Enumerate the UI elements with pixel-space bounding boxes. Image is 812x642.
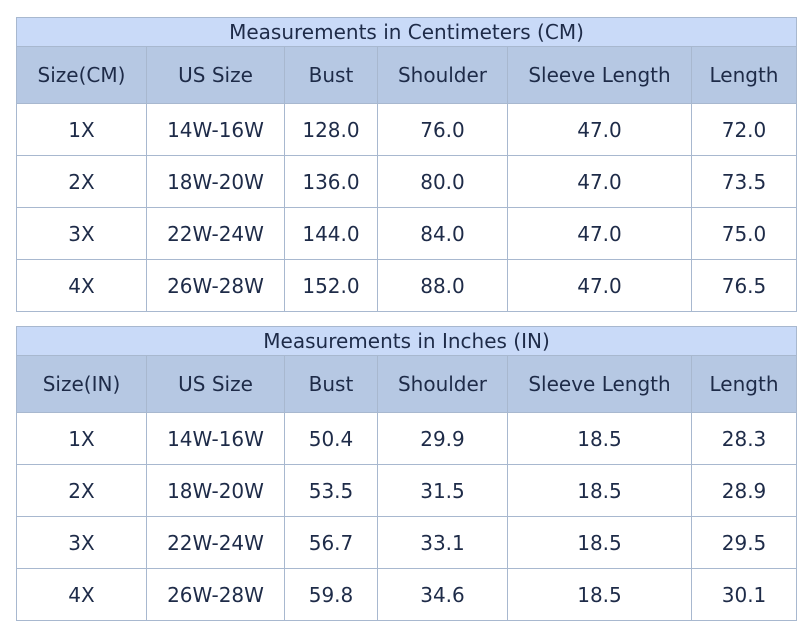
table-cell: 30.1: [690, 568, 798, 621]
table-cell: 4X: [16, 259, 147, 312]
table-title: Measurements in Inches (IN): [15, 326, 798, 356]
table-cell: 33.1: [377, 516, 508, 569]
table-cell: 1X: [16, 412, 147, 465]
column-header: Size(IN): [16, 355, 147, 413]
column-header: Size(CM): [16, 46, 147, 104]
table-cell: 3X: [16, 516, 147, 569]
table-cell: 136.0: [284, 155, 378, 208]
table-cell: 72.0: [691, 103, 797, 156]
column-header: Length: [690, 355, 798, 413]
table-cell: 28.3: [690, 412, 798, 465]
table-cell: 75.0: [691, 207, 797, 260]
data-row: 4X 26W-28W 152.0 88.0 47.0 76.5: [16, 259, 797, 312]
table-cell: 1X: [16, 103, 147, 156]
table-cell: 34.6: [377, 568, 508, 621]
column-header: US Size: [146, 46, 285, 104]
data-row: 3X 22W-24W 56.7 33.1 18.5 29.5: [16, 516, 798, 569]
data-row: 1X 14W-16W 50.4 29.9 18.5 28.3: [16, 412, 798, 465]
table-cell: 18.5: [507, 464, 692, 517]
data-row: 3X 22W-24W 144.0 84.0 47.0 75.0: [16, 207, 797, 260]
table-cell: 18.5: [507, 412, 692, 465]
table-cell: 56.7: [284, 516, 378, 569]
table-cell: 80.0: [377, 155, 508, 208]
table-cell: 2X: [16, 464, 147, 517]
table-cell: 47.0: [507, 207, 692, 260]
table-title: Measurements in Centimeters (CM): [16, 17, 797, 47]
table-cell: 76.0: [377, 103, 508, 156]
table-cell: 31.5: [377, 464, 508, 517]
table-cell: 2X: [16, 155, 147, 208]
table-cell: 76.5: [691, 259, 797, 312]
header-row: Size(CM) US Size Bust Shoulder Sleeve Length…: [16, 46, 797, 104]
table-cell: 84.0: [377, 207, 508, 260]
column-header: Length: [691, 46, 797, 104]
column-header: US Size: [146, 355, 285, 413]
table-cell: 88.0: [377, 259, 508, 312]
table-cell: 47.0: [507, 155, 692, 208]
table-cell: 22W-24W: [146, 207, 285, 260]
table-cell: 14W-16W: [146, 412, 285, 465]
table-cell: 26W-28W: [146, 259, 285, 312]
column-header: Sleeve Length: [507, 46, 692, 104]
table-cell: 18W-20W: [146, 464, 285, 517]
table-cell: 18.5: [507, 568, 692, 621]
column-header: Sleeve Length: [507, 355, 692, 413]
table-cell: 4X: [16, 568, 147, 621]
data-row: 4X 26W-28W 59.8 34.6 18.5 30.1: [16, 568, 798, 621]
header-row: Size(IN) US Size Bust Shoulder Sleeve Length…: [16, 355, 798, 413]
table-cell: 73.5: [691, 155, 797, 208]
table-cell: 29.5: [690, 516, 798, 569]
data-row: 1X 14W-16W 128.0 76.0 47.0 72.0: [16, 103, 797, 156]
table-cell: 144.0: [284, 207, 378, 260]
column-header: Bust: [284, 46, 378, 104]
size-table: Measurements in Centimeters (CM) Size(CM)…: [16, 17, 797, 312]
table-cell: 18.5: [507, 516, 692, 569]
table-cell: 152.0: [284, 259, 378, 312]
column-header: Shoulder: [377, 355, 508, 413]
column-header: Shoulder: [377, 46, 508, 104]
table-cell: 22W-24W: [146, 516, 285, 569]
size-table: Measurements in Inches (IN) Size(IN) US Si…: [15, 326, 798, 621]
table-cell: 47.0: [507, 103, 692, 156]
table-cell: 50.4: [284, 412, 378, 465]
table-cell: 47.0: [507, 259, 692, 312]
data-row: 2X 18W-20W 53.5 31.5 18.5 28.9: [16, 464, 798, 517]
title-row: Measurements in Inches (IN): [15, 326, 798, 356]
column-header: Bust: [284, 355, 378, 413]
title-row: Measurements in Centimeters (CM): [16, 17, 797, 47]
table-cell: 128.0: [284, 103, 378, 156]
data-row: 2X 18W-20W 136.0 80.0 47.0 73.5: [16, 155, 797, 208]
table-cell: 59.8: [284, 568, 378, 621]
table-cell: 18W-20W: [146, 155, 285, 208]
table-cell: 3X: [16, 207, 147, 260]
table-cell: 28.9: [690, 464, 798, 517]
table-cell: 53.5: [284, 464, 378, 517]
table-cell: 14W-16W: [146, 103, 285, 156]
table-cell: 29.9: [377, 412, 508, 465]
table-cell: 26W-28W: [146, 568, 285, 621]
